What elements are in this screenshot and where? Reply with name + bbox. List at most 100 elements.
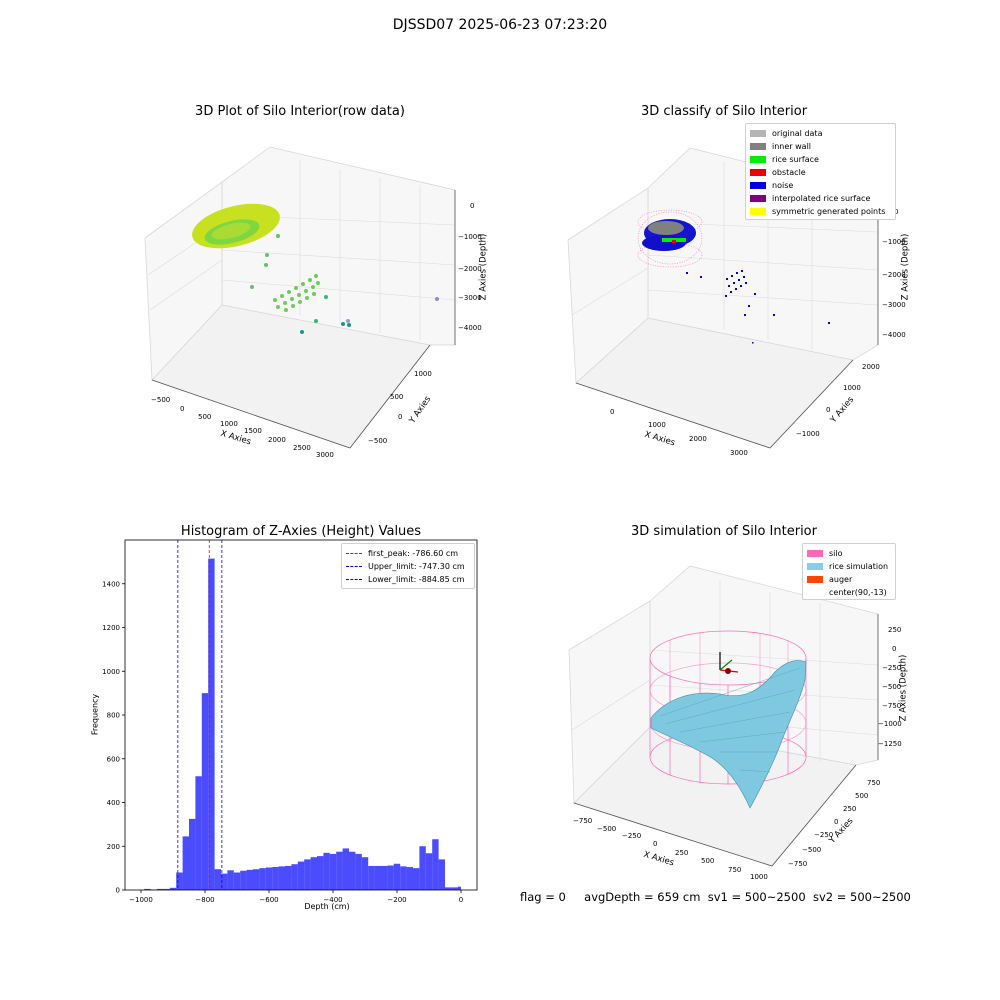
- panel1-ring-points: [192, 203, 280, 249]
- y-tick-label: 400: [107, 799, 120, 807]
- histogram-bar: [182, 836, 189, 890]
- panel1-title: 3D Plot of Silo Interior(row data): [195, 104, 405, 119]
- legend-label: Lower_limit: -884.85 cm: [368, 575, 465, 584]
- legend-label: rice simulation: [829, 562, 889, 571]
- panel2-legend: original data inner wall rice surface obsta…: [745, 123, 896, 220]
- histogram-bar: [259, 868, 266, 890]
- legend-label: rice surface: [772, 155, 819, 164]
- p1-zlabel: Z Axies (Depth): [478, 233, 489, 301]
- histogram-bar: [425, 853, 433, 890]
- p3-xtick: 0: [653, 840, 658, 848]
- histogram-bar: [233, 872, 241, 890]
- p3-ztick: 0: [892, 645, 897, 653]
- histogram-bar: [413, 868, 420, 890]
- legend-label: center(90,-13): [829, 588, 887, 597]
- p2-xtick: 1000: [648, 421, 666, 429]
- histogram-bar: [157, 888, 164, 890]
- legend-swatch: [750, 156, 766, 163]
- legend-entry: symmetric generated points: [750, 205, 885, 218]
- histogram-legend-entry: Upper_limit: -747.30 cm: [346, 560, 465, 573]
- legend-entry: noise: [750, 179, 793, 192]
- histogram-bar: [406, 867, 413, 890]
- histogram-bar: [189, 818, 196, 890]
- p1-ylabel: Y Axies: [407, 394, 434, 426]
- p3-ztick: −1250: [878, 740, 902, 748]
- histogram-bar: [246, 869, 253, 890]
- histogram-bar: [265, 867, 273, 890]
- panel3-axis-lines: [573, 614, 879, 867]
- p3-xtick: −750: [573, 817, 593, 825]
- y-tick-label: 1000: [102, 668, 120, 676]
- histogram-bar: [169, 887, 177, 890]
- sv2-text: sv2 = 500~2500: [812, 890, 911, 904]
- legend-line-swatch: [346, 566, 362, 567]
- histogram-bar: [451, 887, 458, 890]
- legend-swatch: [750, 130, 766, 137]
- p2-ytick: −1000: [796, 430, 820, 438]
- histogram-bar: [304, 859, 311, 890]
- legend-label: first_peak: -786.60 cm: [368, 549, 459, 558]
- p1-xtick: 1000: [220, 420, 238, 428]
- p2-xtick: 0: [610, 408, 615, 416]
- p3-ztick: 250: [888, 626, 902, 634]
- histogram-bar: [221, 873, 228, 890]
- legend-swatch: [750, 169, 766, 176]
- p3-ytick: −500: [802, 846, 822, 854]
- legend-label: Upper_limit: -747.30 cm: [368, 562, 465, 571]
- histogram-bar: [374, 865, 381, 890]
- p3-ytick: 250: [843, 805, 857, 813]
- histogram-bar: [329, 853, 337, 890]
- histogram-bar: [419, 846, 426, 890]
- histogram-legend-entry: first_peak: -786.60 cm: [346, 547, 458, 560]
- legend-entry: center(90,-13): [807, 586, 887, 599]
- legend-label: interpolated rice surface: [772, 194, 871, 203]
- histogram-bar: [201, 693, 209, 890]
- p2-ztick: −2000: [882, 271, 906, 279]
- panel3-title: 3D simulation of Silo Interior: [631, 524, 817, 539]
- legend-entry: inner wall: [750, 140, 811, 153]
- histogram-bar: [310, 857, 317, 890]
- histogram-bar: [253, 869, 260, 890]
- legend-entry: auger: [807, 573, 852, 586]
- p2-ztick: −4000: [882, 331, 906, 339]
- histogram-bar: [317, 856, 324, 890]
- p2-zlabel: Z Axies (Depth): [900, 233, 911, 301]
- legend-entry: rice simulation: [807, 560, 888, 573]
- p3-ztick: −250: [882, 664, 902, 672]
- p1-ztick: −3000: [458, 294, 482, 302]
- panel3-legend: silo rice simulation auger center(90,-13): [802, 543, 896, 600]
- legend-swatch: [750, 143, 766, 150]
- histogram-bar: [323, 852, 330, 890]
- p1-xlabel: X Axies: [219, 428, 253, 448]
- panel3-silo-wireframe: [649, 630, 807, 785]
- x-tick-label: −1000: [129, 896, 153, 904]
- p1-xtick: −500: [151, 396, 171, 404]
- histogram-ylabel: Frequency: [90, 693, 100, 736]
- histogram-bar: [349, 851, 356, 890]
- legend-entry: original data: [750, 127, 822, 140]
- histogram-xlabel: Depth (cm): [304, 902, 350, 911]
- histogram-bar: [445, 887, 452, 890]
- histogram-bar: [368, 865, 375, 890]
- legend-swatch: [807, 589, 823, 596]
- p3-ztick: −750: [882, 702, 902, 710]
- panel1-grid: [147, 160, 456, 340]
- histogram-bar: [278, 866, 285, 890]
- p3-xtick: 750: [728, 866, 742, 874]
- histogram-bar: [432, 839, 439, 890]
- p2-ylabel: Y Axies: [828, 395, 857, 425]
- legend-label: auger: [829, 575, 853, 584]
- p1-ztick: −2000: [458, 265, 482, 273]
- p1-xtick: 0: [180, 405, 185, 413]
- y-tick-label: 600: [107, 755, 120, 763]
- p1-ytick: 0: [398, 413, 403, 421]
- panel1-axis-lines: [151, 190, 456, 449]
- histogram-bar: [361, 857, 369, 890]
- p3-ztick: −500: [882, 683, 902, 691]
- avg-depth-text: avgDepth = 659 cm: [584, 890, 701, 904]
- histogram-bar: [176, 872, 183, 890]
- p1-ytick: −500: [368, 437, 388, 445]
- panel3-pane-floor: [573, 726, 857, 867]
- sv1-text: sv1 = 500~2500: [707, 890, 806, 904]
- histogram-bar: [285, 865, 292, 890]
